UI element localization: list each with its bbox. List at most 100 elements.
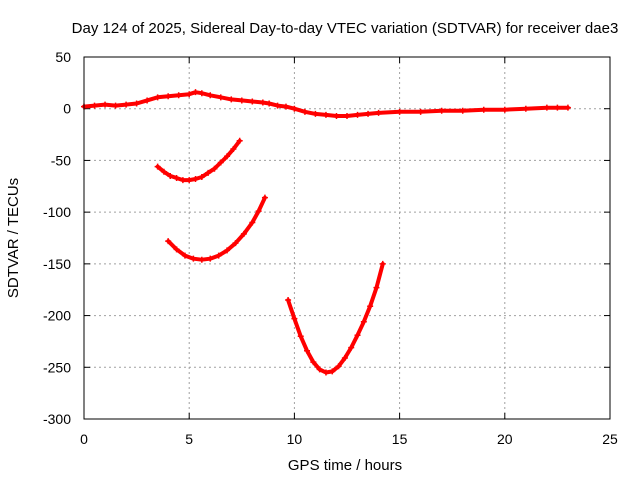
data-point — [367, 303, 374, 310]
data-point — [266, 100, 273, 107]
data-point — [224, 247, 231, 254]
data-point — [123, 101, 130, 108]
data-point — [348, 344, 355, 351]
data-point — [564, 104, 571, 111]
data-point — [375, 109, 382, 116]
data-point — [261, 194, 268, 201]
data-point — [396, 108, 403, 115]
data-point — [329, 368, 336, 375]
data-point — [310, 359, 317, 366]
data-point — [322, 369, 329, 376]
data-point — [417, 108, 424, 115]
data-point — [236, 137, 243, 144]
data-point — [224, 153, 231, 160]
data-point — [312, 110, 319, 117]
data-point — [112, 102, 119, 109]
data-point — [232, 240, 239, 247]
y-tick-label: -200 — [43, 308, 71, 324]
data-point — [205, 169, 212, 176]
data-point — [285, 297, 292, 304]
data-point — [186, 91, 193, 98]
series-layer — [81, 89, 571, 376]
data-point — [316, 366, 323, 373]
data-point — [181, 252, 188, 259]
data-point — [255, 208, 262, 215]
series-arc-3 — [285, 260, 386, 376]
x-tick-label: 20 — [497, 431, 513, 447]
x-tick-label: 0 — [80, 431, 88, 447]
x-tick-label: 15 — [392, 431, 408, 447]
y-tick-label: -250 — [43, 359, 71, 375]
data-point — [217, 159, 224, 166]
data-point — [173, 246, 180, 253]
y-tick-label: 50 — [55, 49, 71, 65]
y-tick-label: -300 — [43, 411, 71, 427]
data-point — [207, 92, 214, 99]
data-point — [459, 107, 466, 114]
data-point — [217, 94, 224, 101]
data-point — [354, 111, 361, 118]
data-point — [249, 98, 256, 105]
data-point — [186, 177, 193, 184]
data-point — [282, 103, 289, 110]
series-main-trace — [81, 89, 571, 119]
data-point — [259, 99, 266, 106]
data-point — [301, 108, 308, 115]
data-point — [175, 92, 182, 99]
data-point — [230, 146, 237, 153]
chart-title: Day 124 of 2025, Sidereal Day-to-day VTE… — [72, 20, 619, 37]
data-point — [333, 112, 340, 119]
data-point — [291, 315, 298, 322]
data-point — [322, 111, 329, 118]
data-point — [291, 105, 298, 112]
data-point — [554, 104, 561, 111]
y-tick-label: -100 — [43, 204, 71, 220]
data-point — [165, 93, 172, 100]
data-point — [192, 89, 199, 96]
data-point — [360, 318, 367, 325]
data-point — [228, 96, 235, 103]
data-point — [165, 238, 172, 245]
data-point — [179, 177, 186, 184]
series-line-arc-3 — [286, 261, 385, 375]
data-point — [207, 255, 214, 262]
data-point — [167, 172, 174, 179]
data-point — [240, 230, 247, 237]
y-tick-label: -50 — [51, 152, 71, 168]
x-tick-label: 10 — [287, 431, 303, 447]
data-point — [211, 165, 218, 172]
data-point — [480, 106, 487, 113]
x-tick-label: 25 — [602, 431, 618, 447]
data-point — [192, 176, 199, 183]
data-point — [238, 97, 245, 104]
y-tick-label: 0 — [63, 101, 71, 117]
data-point — [154, 94, 161, 101]
data-point — [354, 332, 361, 339]
y-axis-label: SDTVAR / TECUs — [5, 178, 22, 298]
data-point — [198, 90, 205, 97]
data-point — [154, 163, 161, 170]
data-point — [344, 112, 350, 119]
data-point — [190, 255, 197, 262]
data-point — [274, 102, 281, 109]
data-point — [341, 354, 348, 361]
data-point — [335, 363, 342, 370]
data-point — [373, 284, 380, 291]
data-point — [173, 175, 180, 182]
x-tick-label: 5 — [185, 431, 193, 447]
data-point — [160, 168, 167, 175]
ticks-layer: 0 5 10 15 20 25 50 0 -50 -100 -150 -200 -250 -300 — [43, 49, 618, 447]
series-arc-2 — [165, 194, 268, 263]
x-axis-label: GPS time / hours — [288, 457, 402, 474]
data-point — [379, 260, 386, 267]
data-point — [215, 252, 222, 259]
data-point — [91, 102, 98, 109]
data-point — [249, 219, 256, 226]
data-point — [501, 106, 508, 113]
data-point — [365, 110, 372, 117]
data-point — [133, 100, 140, 107]
data-point — [304, 347, 311, 354]
plot-frame — [83, 56, 611, 420]
data-point — [297, 333, 304, 340]
